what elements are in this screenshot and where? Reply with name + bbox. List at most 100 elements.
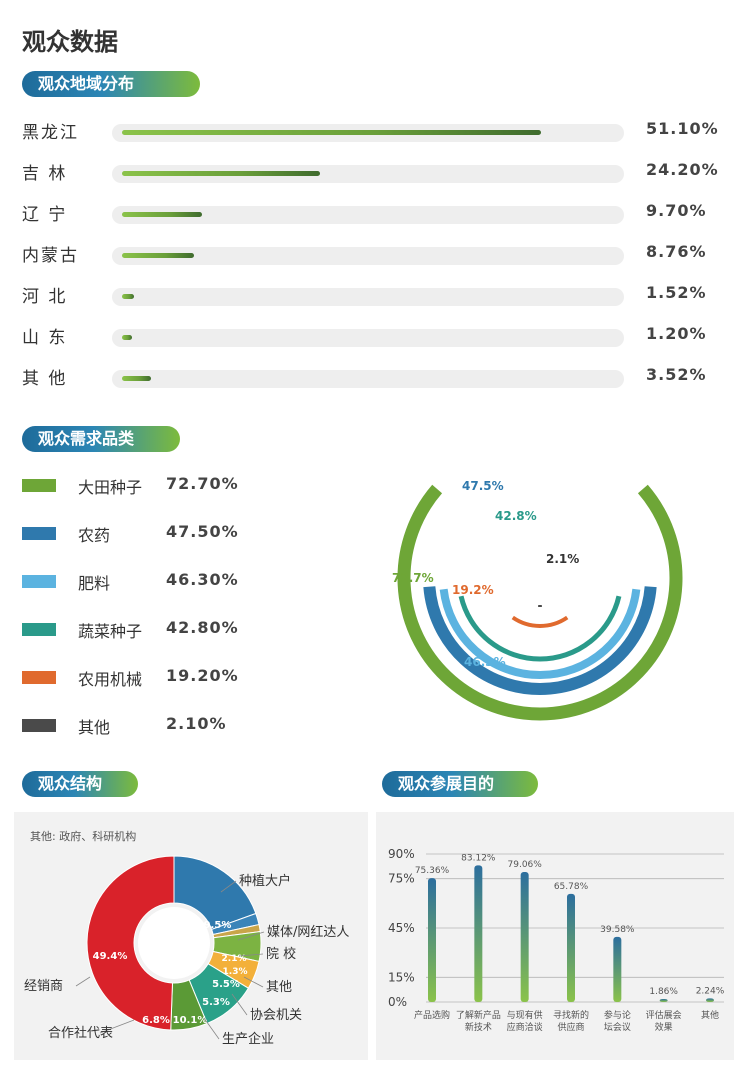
- region-bar-track: [112, 247, 624, 265]
- donut-value-label: 1.3%: [223, 967, 248, 977]
- region-bar-track: [112, 206, 624, 224]
- y-tick-label: 45%: [388, 921, 415, 935]
- region-label: 辽 宁: [22, 205, 68, 225]
- demand-legend-label: 蔬菜种子: [78, 622, 143, 641]
- donut-value-label: 19.5%: [197, 920, 232, 931]
- structure-note: 其他: 政府、科研机构: [30, 830, 137, 843]
- demand-legend-label: 农药: [78, 526, 111, 545]
- ring-label: 19.2%: [452, 583, 494, 597]
- donut-hole: [138, 907, 210, 979]
- demand-ring-chart: 72.7% 47.5% 46.3% 42.8% 19.2% 2.1%: [392, 479, 683, 721]
- demand-legend-item: 大田种子 72.70%: [22, 472, 352, 500]
- donut-leader-line: [75, 976, 91, 987]
- ring-arc: [458, 595, 622, 662]
- donut-value-label: 10.1%: [173, 1015, 208, 1026]
- donut-category-label: 媒体/网红达人: [267, 924, 349, 940]
- ring-arc: [439, 588, 641, 679]
- region-bar-fill: [122, 294, 135, 299]
- ring-label: 72.7%: [392, 571, 434, 585]
- region-bar-fill: [122, 335, 132, 340]
- y-tick-label: 15%: [388, 970, 415, 984]
- purpose-category-label: 寻找新的: [553, 1009, 589, 1021]
- donut-category-label: 种植大户: [239, 873, 291, 889]
- ring-arc: [511, 615, 569, 628]
- section-purpose-title: 观众参展目的: [382, 771, 538, 797]
- purpose-bar: [520, 871, 529, 1002]
- demand-legend-swatch: [22, 671, 56, 684]
- region-bar-fill: [122, 171, 321, 176]
- purpose-category-label: 参与论: [604, 1009, 631, 1021]
- purpose-category-label: 坛会议: [604, 1021, 631, 1033]
- region-value: 51.10%: [646, 119, 719, 138]
- demand-legend-item: 其他 2.10%: [22, 712, 352, 740]
- donut-leader-line: [238, 953, 264, 957]
- demand-legend-swatch: [22, 527, 56, 540]
- section-structure-title: 观众结构: [22, 771, 138, 797]
- demand-legend-swatch: [22, 719, 56, 732]
- donut-value-label: 49.4%: [93, 951, 128, 962]
- donut-category-label: 合作社代表: [48, 1025, 113, 1041]
- demand-legend-item: 肥料 46.30%: [22, 568, 352, 596]
- ring-label: 42.8%: [495, 509, 537, 523]
- purpose-value-label: 75.36%: [415, 866, 450, 876]
- ring-label: 47.5%: [462, 479, 504, 493]
- region-row: 山 东 1.20%: [0, 321, 750, 351]
- demand-legend-label: 肥料: [78, 574, 111, 593]
- demand-legend-label: 大田种子: [78, 478, 143, 497]
- demand-legend-item: 蔬菜种子 42.80%: [22, 616, 352, 644]
- region-bar-fill: [122, 376, 151, 381]
- demand-legend-value: 72.70%: [166, 474, 239, 493]
- donut-category-label: 生产企业: [222, 1031, 274, 1047]
- donut-leader-line: [237, 931, 265, 941]
- purpose-value-label: 2.24%: [696, 986, 725, 996]
- purpose-category-label: 了解新产品: [456, 1009, 501, 1021]
- y-tick-label: 75%: [388, 872, 415, 886]
- region-value: 8.76%: [646, 242, 707, 261]
- donut-leader-line: [231, 993, 248, 1016]
- demand-legend-swatch: [22, 623, 56, 636]
- region-bar-track: [112, 124, 624, 142]
- region-row: 黑龙江 51.10%: [0, 116, 750, 146]
- region-value: 1.20%: [646, 324, 707, 343]
- purpose-value-label: 65.78%: [554, 882, 589, 892]
- purpose-value-label: 79.06%: [508, 860, 543, 870]
- region-bar-track: [112, 288, 624, 306]
- section-demand-title: 观众需求品类: [22, 426, 180, 452]
- donut-value-label: 5.5%: [212, 979, 240, 990]
- region-bar-track: [112, 329, 624, 347]
- purpose-bar: [659, 998, 668, 1002]
- ring-label: 2.1%: [546, 552, 579, 566]
- region-row: 辽 宁 9.70%: [0, 198, 750, 228]
- region-value: 1.52%: [646, 283, 707, 302]
- donut-category-label: 经销商: [24, 979, 63, 994]
- demand-legend-value: 42.80%: [166, 618, 239, 637]
- demand-legend-item: 农用机械 19.20%: [22, 664, 352, 692]
- demand-legend-value: 19.20%: [166, 666, 239, 685]
- donut-value-label: 5.3%: [202, 997, 230, 1008]
- demand-legend-value: 2.10%: [166, 714, 227, 733]
- region-bar-fill: [122, 253, 194, 258]
- demand-legend-item: 农药 47.50%: [22, 520, 352, 548]
- purpose-value-label: 1.86%: [649, 987, 678, 997]
- ring-arc: [397, 484, 683, 721]
- region-label: 山 东: [22, 328, 68, 348]
- purpose-bar: [474, 865, 483, 1002]
- demand-legend-label: 其他: [78, 718, 111, 737]
- demand-legend-swatch: [22, 479, 56, 492]
- donut-leader-line: [220, 880, 237, 893]
- purpose-category-label: 效果: [655, 1021, 673, 1033]
- donut-value-label: 6.8%: [142, 1015, 170, 1026]
- region-row: 吉 林 24.20%: [0, 157, 750, 187]
- demand-legend-value: 47.50%: [166, 522, 239, 541]
- demand-legend-label: 农用机械: [78, 670, 143, 689]
- donut-leader-line: [99, 1019, 135, 1034]
- purpose-value-label: 39.58%: [600, 925, 635, 935]
- donut-category-label: 协会机关: [250, 1008, 302, 1023]
- region-label: 其 他: [22, 369, 68, 389]
- purpose-category-label: 其他: [701, 1009, 719, 1021]
- demand-legend-value: 46.30%: [166, 570, 239, 589]
- purpose-category-label: 产品选购: [414, 1009, 450, 1021]
- region-value: 9.70%: [646, 201, 707, 220]
- region-label: 吉 林: [22, 164, 68, 184]
- purpose-category-label: 供应商: [557, 1021, 584, 1033]
